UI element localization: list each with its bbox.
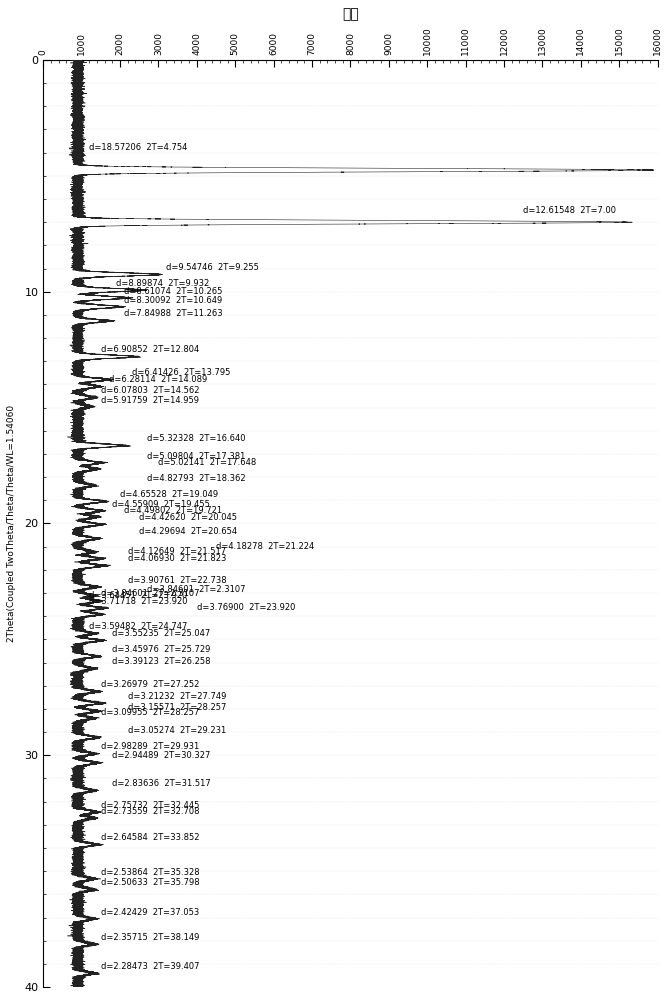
Text: d=4.82793  2T=18.362: d=4.82793 2T=18.362 [147,474,246,483]
Text: d=3.64451  2T=23.920: d=3.64451 2T=23.920 [90,591,187,600]
Text: d=5.09804  2T=17.381: d=5.09804 2T=17.381 [147,452,246,461]
Text: d=3.09955  2T=28.257: d=3.09955 2T=28.257 [101,708,199,717]
Text: d=4.18278  2T=21.224: d=4.18278 2T=21.224 [216,542,314,551]
Text: d=4.65528  2T=19.049: d=4.65528 2T=19.049 [120,490,218,499]
Text: d=12.61548  2T=7.00: d=12.61548 2T=7.00 [523,206,616,215]
Text: d=2.75732  2T=32.445: d=2.75732 2T=32.445 [101,801,199,810]
Text: d=18.57206  2T=4.754: d=18.57206 2T=4.754 [90,143,188,152]
Text: d=3.05274  2T=29.231: d=3.05274 2T=29.231 [128,726,226,735]
Text: d=6.90852  2T=12.804: d=6.90852 2T=12.804 [101,345,199,354]
Text: d=4.49802  2T=19.721: d=4.49802 2T=19.721 [124,506,222,515]
Text: d=2.94489  2T=30.327: d=2.94489 2T=30.327 [112,751,211,760]
Text: d=8.30092  2T=10.649: d=8.30092 2T=10.649 [124,296,222,305]
Text: d=2.53864  2T=35.328: d=2.53864 2T=35.328 [101,868,199,877]
Text: d=2.73559  2T=32.708: d=2.73559 2T=32.708 [101,807,199,816]
Text: d=2.98289  2T=29.931: d=2.98289 2T=29.931 [101,742,199,751]
Text: d=4.55909  2T=19.455: d=4.55909 2T=19.455 [112,500,210,509]
Text: d=3.59482  2T=24.747: d=3.59482 2T=24.747 [90,622,188,631]
Text: d=3.21232  2T=27.749: d=3.21232 2T=27.749 [128,692,226,701]
Text: d=5.32328  2T=16.640: d=5.32328 2T=16.640 [147,434,246,443]
Text: d=3.15571  2T=28.257: d=3.15571 2T=28.257 [128,703,226,712]
Text: d=2.35715  2T=38.149: d=2.35715 2T=38.149 [101,933,199,942]
Text: d=3.45976  2T=25.729: d=3.45976 2T=25.729 [112,645,211,654]
Text: d=6.07803  2T=14.562: d=6.07803 2T=14.562 [101,386,199,395]
Text: d=8.89874  2T=9.932: d=8.89874 2T=9.932 [116,279,209,288]
Text: d=4.12649  2T=21.517: d=4.12649 2T=21.517 [128,547,226,556]
Text: d=3.55235  2T=25.047: d=3.55235 2T=25.047 [112,629,211,638]
Text: d=2.28473  2T=39.407: d=2.28473 2T=39.407 [101,962,199,971]
Text: d=5.91759  2T=14.959: d=5.91759 2T=14.959 [101,396,199,405]
Text: d=4.06930  2T=21.823: d=4.06930 2T=21.823 [128,554,226,563]
X-axis label: 计数: 计数 [342,7,359,21]
Text: d=2.64584  2T=33.852: d=2.64584 2T=33.852 [101,833,199,842]
Text: d=9.54746  2T=9.255: d=9.54746 2T=9.255 [166,263,259,272]
Y-axis label: 2Theta(Coupled TwoTheta/Theta/Theta/WL=1.54060: 2Theta(Coupled TwoTheta/Theta/Theta/WL=1… [7,405,16,642]
Text: d=3.76900  2T=23.920: d=3.76900 2T=23.920 [197,603,295,612]
Text: d=2.83636  2T=31.517: d=2.83636 2T=31.517 [112,779,211,788]
Text: d=7.84988  2T=11.263: d=7.84988 2T=11.263 [124,309,223,318]
Text: d=4.42620  2T=20.045: d=4.42620 2T=20.045 [139,513,237,522]
Text: d=5.02141  2T=17.648: d=5.02141 2T=17.648 [159,458,257,467]
Text: d=3.26979  2T=27.252: d=3.26979 2T=27.252 [101,680,199,689]
Text: d=3.39123  2T=26.258: d=3.39123 2T=26.258 [112,657,211,666]
Text: d=6.28114  2T=14.089: d=6.28114 2T=14.089 [108,375,207,384]
Text: d=4.29694  2T=20.654: d=4.29694 2T=20.654 [139,527,237,536]
Text: d=6.41426  2T=13.795: d=6.41426 2T=13.795 [132,368,230,377]
Text: d=3.84601  2T=2.3107: d=3.84601 2T=2.3107 [147,585,246,594]
Text: d=2.42429  2T=37.053: d=2.42429 2T=37.053 [101,908,199,917]
Text: d=3.84601  2T=2.3107: d=3.84601 2T=2.3107 [101,589,199,598]
Text: d=3.90761  2T=22.738: d=3.90761 2T=22.738 [128,576,226,585]
Text: d=3.71718  2T=23.920: d=3.71718 2T=23.920 [90,597,188,606]
Text: d=2.50633  2T=35.798: d=2.50633 2T=35.798 [101,878,199,887]
Text: d=8.61074  2T=10.265: d=8.61074 2T=10.265 [124,287,222,296]
